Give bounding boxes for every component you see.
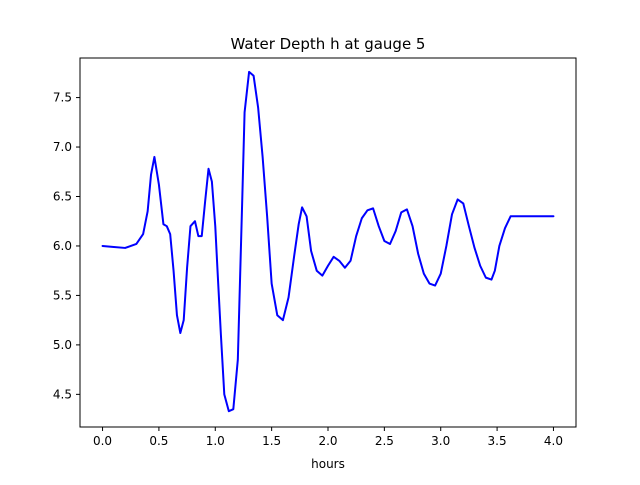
x-tick-label: 2.5: [375, 434, 394, 448]
y-tick-label: 5.5: [53, 288, 72, 302]
plot-area: [101, 70, 555, 413]
x-tick-label: 2.0: [318, 434, 337, 448]
x-tick-label: 3.0: [431, 434, 450, 448]
y-tick-label: 5.0: [53, 338, 72, 352]
y-axis-ticks: 4.5 5.0 5.5 6.0 6.5 7.0 7.5: [53, 91, 80, 401]
y-tick-label: 7.0: [53, 140, 72, 154]
x-tick-label: 1.5: [262, 434, 281, 448]
y-tick-label: 6.0: [53, 239, 72, 253]
x-axis-ticks: 0.0 0.5 1.0 1.5 2.0 2.5 3.0 3.5 4.0: [93, 427, 563, 448]
x-tick-label: 0.5: [149, 434, 168, 448]
x-axis-label: hours: [311, 457, 345, 471]
y-tick-label: 4.5: [53, 387, 72, 401]
x-tick-label: 0.0: [93, 434, 112, 448]
chart-title: Water Depth h at gauge 5: [231, 35, 426, 53]
y-tick-label: 7.5: [53, 91, 72, 105]
series-line-0: [101, 70, 555, 413]
x-tick-label: 1.0: [206, 434, 225, 448]
y-tick-label: 6.5: [53, 189, 72, 203]
x-tick-label: 3.5: [488, 434, 507, 448]
x-tick-label: 4.0: [544, 434, 563, 448]
axes-frame: [79, 57, 577, 428]
